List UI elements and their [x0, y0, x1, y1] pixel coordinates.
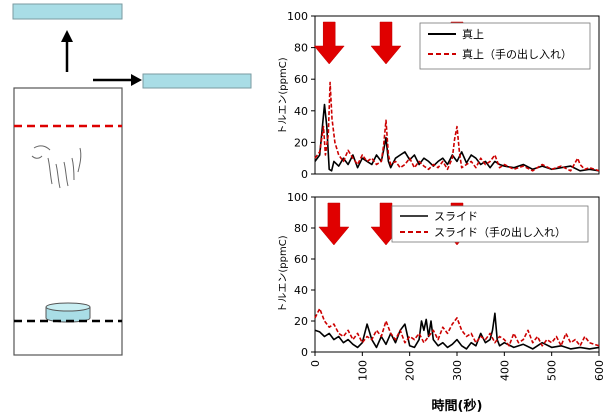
y-tick-label-bottom-0: 0	[301, 346, 308, 359]
x-tick-label-500: 500	[546, 360, 559, 381]
red-arrow-top-1	[370, 21, 402, 65]
chart-bottom: 0 20 40 60 80 100 0 100 200 300 400 500 600 トルエン(pp…	[278, 191, 606, 414]
legend-top: 真上 真上（手の出し入れ）	[419, 22, 591, 70]
top-plate	[12, 3, 123, 20]
y-tick-label-bottom-40: 40	[294, 284, 308, 297]
up-arrow-head	[61, 30, 73, 42]
x-tick-label-400: 400	[498, 360, 511, 381]
y-tick-label-top-0: 0	[301, 168, 308, 181]
apparatus-diagram	[12, 3, 252, 356]
y-tick-label-top-100: 100	[287, 10, 308, 23]
y-tick-label-top-60: 60	[294, 73, 308, 86]
legend-label-top-0: 真上	[462, 27, 484, 41]
y-tick-label-top-40: 40	[294, 105, 308, 118]
series-bottom	[314, 307, 600, 350]
x-tick-label-0: 0	[309, 360, 322, 367]
x-tick-label-100: 100	[356, 360, 369, 381]
series-line-bottom-1	[314, 307, 600, 347]
x-ticks-bottom: 0 100 200 300 400 500 600	[309, 352, 606, 381]
hand-icon	[31, 145, 82, 189]
x-tick-label-300: 300	[451, 360, 464, 381]
y-tick-label-top-20: 20	[294, 136, 308, 149]
y-tick-label-bottom-20: 20	[294, 315, 308, 328]
series-line-bottom-0	[314, 312, 600, 350]
x-tick-label-600: 600	[593, 360, 606, 381]
red-arrow-top-0	[313, 21, 345, 65]
y-tick-label-bottom-80: 80	[294, 222, 308, 235]
y-tick-label-bottom-60: 60	[294, 253, 308, 266]
red-arrow-bottom-0	[318, 202, 350, 246]
x-tick-label-200: 200	[404, 360, 417, 381]
right-arrow-head	[131, 74, 142, 86]
y-tick-label-bottom-100: 100	[287, 191, 308, 204]
y-ticks-top: 0 20 40 60 80 100	[287, 10, 315, 181]
y-ticks-bottom: 0 20 40 60 80 100	[287, 191, 315, 359]
legend-label-bottom-0: スライド	[434, 210, 478, 223]
y-axis-label-top: トルエン(ppmC)	[278, 57, 289, 134]
x-axis-label: 時間(秒)	[432, 398, 483, 414]
legend-box-top	[419, 22, 591, 70]
y-axis-label-bottom: トルエン(ppmC)	[278, 235, 289, 312]
y-tick-label-top-80: 80	[294, 42, 308, 55]
series-top	[314, 81, 600, 172]
sample-dish-body	[46, 307, 90, 318]
legend-bottom: スライド スライド（手の出し入れ）	[391, 205, 589, 243]
chart-top: 0 20 40 60 80 100 トルエン(ppmC) 真上 真上（手の出し入れ）	[278, 10, 600, 181]
legend-label-bottom-1: スライド（手の出し入れ）	[434, 225, 566, 239]
series-line-top-0	[314, 103, 600, 172]
legend-label-top-1: 真上（手の出し入れ）	[462, 47, 572, 61]
chamber	[13, 87, 123, 356]
sample-dish-top	[45, 302, 91, 312]
side-plate	[142, 73, 252, 89]
legend-box-bottom	[391, 205, 589, 243]
